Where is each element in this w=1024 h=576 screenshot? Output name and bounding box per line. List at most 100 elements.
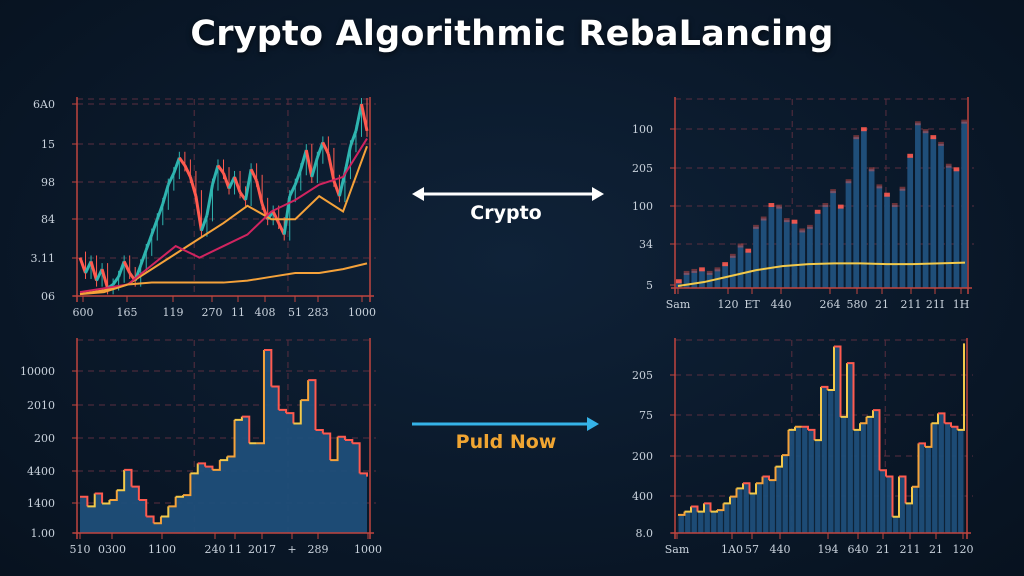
- candle-segment: [161, 184, 170, 205]
- candle-segment: [282, 195, 292, 235]
- y-tick-label: 5: [646, 279, 653, 292]
- bar-cap: [822, 203, 829, 208]
- price-step: [80, 495, 89, 507]
- x-tick-label: +: [287, 543, 296, 556]
- candle-segment: [293, 168, 303, 186]
- y-tick-label: 100: [632, 123, 653, 136]
- price-step: [352, 442, 361, 474]
- bar-cap: [861, 127, 867, 132]
- candle-segment: [271, 210, 281, 224]
- x-tick-label: 1100: [148, 543, 176, 556]
- price-step: [827, 346, 835, 392]
- price-step: [821, 385, 829, 391]
- x-tick-label: 440: [770, 543, 791, 556]
- candle-segment: [78, 257, 87, 274]
- price-step: [94, 492, 104, 504]
- price-step: [124, 468, 133, 487]
- x-tick-label: 165: [117, 306, 138, 319]
- price-step: [263, 348, 273, 387]
- bar: [822, 205, 829, 288]
- y-tick-label: 34: [639, 238, 653, 251]
- price-step: [912, 443, 920, 488]
- price-step: [684, 506, 692, 513]
- candle-segment: [211, 165, 220, 186]
- bar: [930, 137, 937, 288]
- y-tick-label: 98: [41, 176, 55, 189]
- price-step: [736, 483, 744, 490]
- price-step: [762, 475, 770, 481]
- y-tick-label: 06: [41, 290, 55, 303]
- price-step: [102, 499, 111, 505]
- bar: [945, 165, 952, 288]
- bar: [961, 121, 967, 288]
- price-step: [938, 412, 946, 424]
- x-tick-label: 640: [848, 543, 869, 556]
- price-step: [168, 496, 177, 508]
- y-tick-label: 8.0: [636, 527, 654, 540]
- bar-cap: [722, 262, 728, 267]
- candle-segment: [315, 141, 325, 159]
- bar-cap: [783, 218, 790, 223]
- price-step: [234, 416, 243, 421]
- y-tick-label: 1.00: [31, 527, 56, 540]
- price-step: [160, 506, 170, 518]
- x-tick-label: 21: [929, 543, 943, 556]
- x-tick-label: 1A0: [721, 543, 743, 556]
- y-tick-label: 205: [632, 162, 653, 175]
- bar: [915, 123, 921, 289]
- bar: [791, 221, 798, 288]
- price-step: [271, 385, 280, 410]
- candle-segment: [304, 149, 314, 178]
- y-tick-label: 3.11: [31, 252, 56, 265]
- candle-segment: [166, 172, 176, 186]
- bar-cap: [791, 219, 798, 224]
- candle-segment: [227, 176, 236, 190]
- candle-segment: [354, 103, 363, 132]
- bar: [868, 169, 875, 288]
- crypto-arrow-label: Crypto: [470, 202, 542, 224]
- candle-segment: [321, 141, 330, 155]
- price-step: [925, 423, 933, 448]
- bar: [845, 181, 852, 288]
- y-tick-label: 75: [639, 409, 653, 422]
- bar: [799, 230, 806, 288]
- bar: [922, 131, 929, 288]
- bar-cap: [845, 179, 852, 184]
- bar: [814, 211, 821, 288]
- x-tick-label: 211: [901, 298, 922, 311]
- x-tick-label: 57: [745, 543, 759, 556]
- bar-cap: [938, 141, 944, 146]
- candle-segment: [222, 172, 231, 189]
- bar: [783, 220, 790, 288]
- bar: [745, 250, 752, 288]
- y-tick-label: 200: [34, 432, 55, 445]
- bar: [899, 188, 906, 288]
- price-step: [931, 413, 939, 425]
- x-tick-label: 600: [73, 306, 94, 319]
- candle-segment: [360, 103, 369, 132]
- price-step: [723, 496, 731, 505]
- price-step: [330, 436, 339, 462]
- bar-cap: [814, 209, 821, 214]
- y-tick-label: 15: [41, 138, 55, 151]
- candle-segment: [310, 157, 319, 178]
- price-step: [704, 502, 712, 512]
- bar-cap: [915, 121, 921, 126]
- candle-segment: [194, 195, 203, 231]
- price-step: [951, 425, 959, 430]
- price-step: [918, 442, 926, 447]
- price-step: [190, 463, 199, 475]
- x-tick-label: 21: [875, 298, 889, 311]
- bar-cap: [706, 270, 713, 275]
- bar: [907, 155, 914, 288]
- price-step: [131, 485, 140, 500]
- price-step: [840, 363, 848, 418]
- x-tick-label: ET: [744, 298, 760, 311]
- y-tick-label: 2010: [27, 399, 55, 412]
- moving-average-line: [79, 262, 368, 296]
- price-step: [116, 469, 126, 492]
- bar-cap: [745, 248, 752, 253]
- x-tick-label: 11: [231, 306, 245, 319]
- y-tick-label: 1400: [27, 497, 55, 510]
